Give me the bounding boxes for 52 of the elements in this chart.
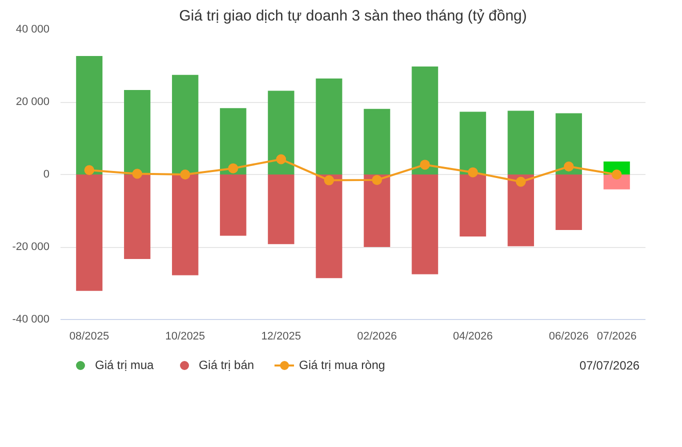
bar xyxy=(76,174,102,291)
point xyxy=(516,176,526,187)
legend-label: Giá trị mua ròng xyxy=(299,358,386,372)
point xyxy=(180,170,190,180)
bar xyxy=(508,110,534,174)
bar xyxy=(316,174,342,278)
bar xyxy=(172,74,198,174)
bar xyxy=(172,174,198,276)
bar xyxy=(220,108,246,174)
point xyxy=(324,175,334,186)
bar xyxy=(364,108,390,174)
bar xyxy=(124,174,150,259)
bar xyxy=(508,174,534,246)
point xyxy=(276,154,286,164)
text: 07/07/2026 xyxy=(580,358,640,372)
x-tick-label: 02/2026 xyxy=(357,330,397,342)
bar xyxy=(556,113,582,174)
point xyxy=(564,162,574,172)
point xyxy=(84,165,94,176)
x-tick-label: 10/2025 xyxy=(165,330,206,342)
bar xyxy=(604,174,630,190)
y-tick-label: 20 000 xyxy=(16,96,50,108)
legend-label: Giá trị bán xyxy=(198,358,254,372)
point xyxy=(468,167,478,178)
point xyxy=(372,174,382,185)
bar xyxy=(268,174,294,244)
bar xyxy=(364,174,390,247)
bar xyxy=(220,174,246,236)
point xyxy=(420,160,430,170)
bar xyxy=(412,174,438,274)
legend-label: Giá trị mua xyxy=(95,358,154,372)
point xyxy=(132,168,142,179)
bar xyxy=(460,174,486,236)
bar xyxy=(124,90,150,174)
point xyxy=(228,163,238,174)
bar xyxy=(268,90,294,174)
bar xyxy=(460,112,486,174)
x-tick-label: 04/2026 xyxy=(452,330,493,342)
y-tick-label: 40 000 xyxy=(16,24,50,36)
point xyxy=(612,170,622,180)
bar xyxy=(412,66,438,174)
x-tick-label: 12/2025 xyxy=(261,330,301,342)
bar xyxy=(316,78,342,174)
bar xyxy=(556,174,582,230)
x-tick-label: 07/2026 xyxy=(596,330,637,342)
bar xyxy=(76,56,102,174)
y-tick-label: -40 000 xyxy=(12,314,50,326)
y-tick-label: 0 xyxy=(43,168,50,180)
x-tick-label: 06/2026 xyxy=(548,330,589,342)
y-tick-label: -20 000 xyxy=(12,241,50,253)
chart-title: Giá trị giao dịch tự doanh 3 sàn theo tháng (tỷ đồng) xyxy=(179,8,527,24)
x-tick-label: 08/2025 xyxy=(69,330,110,342)
